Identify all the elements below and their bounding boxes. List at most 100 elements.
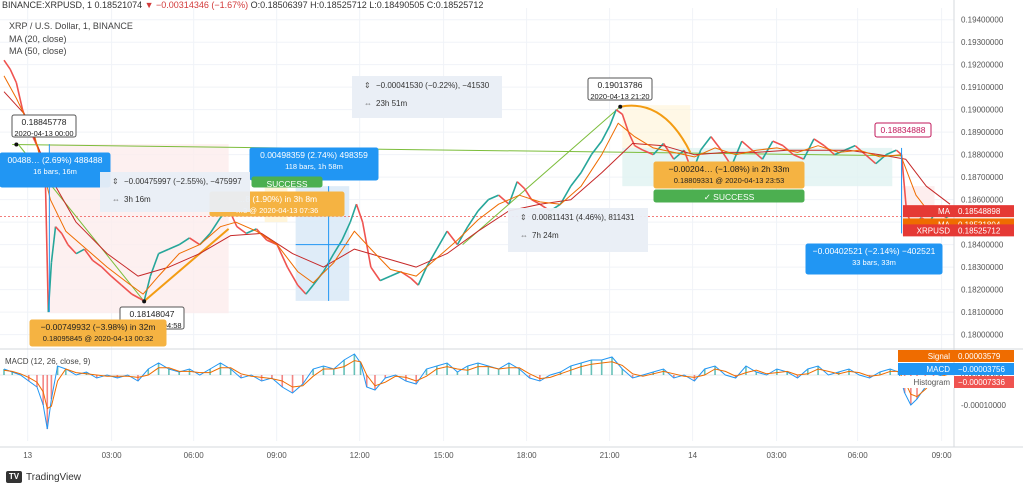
macd-histogram-bar xyxy=(312,369,314,375)
x-tick-label: 18:00 xyxy=(517,451,538,460)
price-segment xyxy=(276,244,289,268)
macd-histogram-bar xyxy=(796,375,799,378)
success-badge-2 xyxy=(653,189,805,203)
macd-histogram-bar xyxy=(27,375,30,381)
price-segment xyxy=(642,149,654,156)
macd-histogram-bar xyxy=(46,375,49,429)
price-segment xyxy=(844,144,856,151)
ma20-legend[interactable]: MA (20, close) xyxy=(9,34,67,44)
price-segment xyxy=(178,237,190,246)
tradingview-label: TradingView xyxy=(26,471,82,483)
price-segment xyxy=(9,68,18,84)
success-badge-1-text-0: SUCCESS xyxy=(266,179,307,189)
macd-histogram-bar xyxy=(848,369,850,375)
ma50-legend[interactable]: MA (50, close) xyxy=(9,46,67,56)
y-tick-label: 0.18600000 xyxy=(961,196,1004,205)
macd-histogram-bar xyxy=(910,375,912,405)
macd-histogram-bar xyxy=(456,372,459,375)
price-segment xyxy=(341,221,351,241)
macd-histogram-bar xyxy=(528,375,531,378)
price-segment xyxy=(370,266,381,282)
macd-histogram-bar xyxy=(384,375,387,378)
macd-histogram-bar xyxy=(137,375,139,381)
info-box-5 xyxy=(508,208,648,252)
macd-histogram-bar xyxy=(518,369,521,375)
macd-histogram-bar xyxy=(745,366,747,375)
ohlc-values: O:0.18506397 H:0.18525712 L:0.18490505 C… xyxy=(250,0,484,10)
measure-arc xyxy=(143,228,230,303)
price-segment xyxy=(813,138,825,147)
price-segment xyxy=(44,172,50,313)
macd-histogram-bar xyxy=(240,375,242,378)
tradingview-logo[interactable]: TV TradingView xyxy=(6,471,81,483)
macd-histogram-bar xyxy=(703,369,706,375)
macd-histogram-bar xyxy=(260,375,263,381)
measure-label-left-text-0: 00488… (2.69%) 488488 xyxy=(8,155,103,165)
x-tick-label: 09:00 xyxy=(267,451,288,460)
measure-label-2b-text-0: …8 (1.90%) in 3h 8m xyxy=(237,194,317,204)
trend-line-top xyxy=(12,144,901,157)
y-tick-label: 0.18700000 xyxy=(961,173,1004,182)
info-box-5-updown-icon: ⇕ xyxy=(520,213,527,222)
macd-axis-tag xyxy=(898,363,954,375)
y-tick-label: 0.18800000 xyxy=(961,151,1004,160)
price-segment xyxy=(75,248,85,255)
macd-histogram-bar xyxy=(322,366,325,375)
macd-histogram-bar xyxy=(776,369,778,375)
macd-histogram-bar xyxy=(631,375,634,378)
measure-label-2-text-1: 118 bars, 1h 58m xyxy=(285,162,343,171)
price-segment xyxy=(523,187,533,201)
measure-label-7-text-1: 33 bars, 33m xyxy=(852,258,896,267)
x-tick-label: 03:00 xyxy=(767,451,788,460)
success-badge-1 xyxy=(251,176,323,188)
price-segment xyxy=(3,59,11,70)
price-segment xyxy=(621,113,630,133)
success-badge-2-text-0: ✓ SUCCESS xyxy=(704,192,755,202)
macd-histogram-bar xyxy=(621,369,624,375)
macd-histogram-bar xyxy=(147,369,150,375)
price-segment xyxy=(446,230,459,246)
price-segment xyxy=(83,248,94,261)
price-segment xyxy=(168,243,180,250)
price-segment xyxy=(349,203,358,223)
measure-label-2b-text-1: …3 @ 2020-04-13 07:36 xyxy=(236,206,319,215)
macd-histogram-bar xyxy=(487,366,490,375)
macd-histogram-bar xyxy=(405,375,407,381)
price-change: ▼ −0.00314346 (−1.67%) xyxy=(144,0,249,10)
price-axis-value-bg xyxy=(954,224,1014,237)
macd-histogram-bar xyxy=(580,363,582,375)
info-box-5-line2: 7h 24m xyxy=(532,231,559,240)
macd-histogram-bar xyxy=(600,360,603,375)
price-segment xyxy=(425,248,438,268)
y-tick-label: 0.19100000 xyxy=(961,83,1004,92)
price-segment xyxy=(15,82,24,110)
macd-histogram-bar xyxy=(219,363,222,375)
price-segment xyxy=(531,198,541,205)
macd-histogram-bar xyxy=(302,375,304,384)
macd-histogram-bar xyxy=(343,360,345,375)
macd-line xyxy=(3,353,951,430)
macd-histogram-bar xyxy=(291,375,294,393)
last-price: 0.18521074 xyxy=(94,0,143,10)
measure-label-6-text-1: 0.18809331 @ 2020-04-13 23:53 xyxy=(674,176,785,185)
price-segment xyxy=(54,226,63,234)
measure-label-1-text-1: 0.18095845 @ 2020-04-13 00:32 xyxy=(43,334,154,343)
x-tick-label: 03:00 xyxy=(102,451,123,460)
price-segment xyxy=(297,284,307,295)
y-tick-label: 0.19300000 xyxy=(961,38,1004,47)
info-box-4 xyxy=(352,76,502,118)
price-segment xyxy=(895,149,903,156)
measure-label-left-text-1: 16 bars, 16m xyxy=(33,167,77,176)
macd-histogram-bar xyxy=(188,369,191,375)
price-segment xyxy=(101,266,112,277)
macd-tick-label: -0.00010000 xyxy=(961,401,1006,410)
macd-histogram-bar xyxy=(353,354,356,375)
y-tick-label: 0.19000000 xyxy=(961,106,1004,115)
price-segment xyxy=(120,284,133,295)
info-box-4-line1: −0.00041530 (−0.22%), −41530 xyxy=(376,81,490,90)
price-segment xyxy=(143,275,152,302)
y-tick-label: 0.18400000 xyxy=(961,241,1004,250)
measure-label-7 xyxy=(805,243,943,275)
price-callout-high-text-0: 0.19013786 xyxy=(598,80,643,90)
